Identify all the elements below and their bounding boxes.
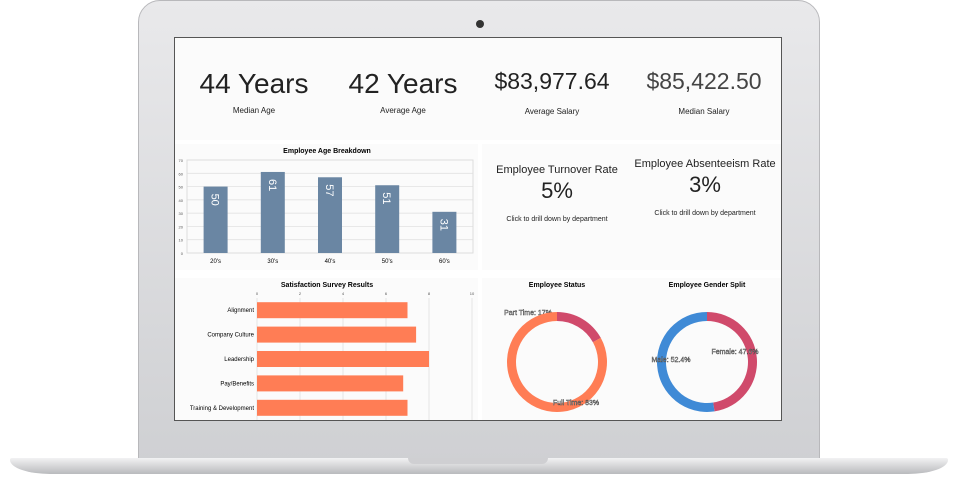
laptop-notch xyxy=(408,458,548,464)
bar xyxy=(257,302,408,319)
absenteeism-rate: Employee Absenteeism Rate 3% Click to dril… xyxy=(630,158,780,217)
y-category-label: Company Culture xyxy=(207,333,254,339)
bar-value-label: 50 xyxy=(209,194,221,206)
y-category-label: Leadership xyxy=(224,357,254,363)
kpi-value: 42 Years xyxy=(348,68,458,99)
kpi-panel: 44 Years Median Age 42 Years Average Age $… xyxy=(175,38,781,140)
gender-split-slice-label: Female: 47.6% xyxy=(711,349,758,356)
chart-title: Employee Gender Split xyxy=(669,282,746,289)
kpi-label: Median Age xyxy=(232,106,276,115)
x-tick-label: 6 xyxy=(385,291,388,296)
laptop-base xyxy=(10,458,948,474)
employee-status-slice-label: Full Time: 83% xyxy=(553,400,599,407)
y-tick-label: 0 xyxy=(181,251,184,256)
gender-split-slice xyxy=(656,312,715,412)
chart-title: Satisfaction Survey Results xyxy=(281,282,373,289)
bar-value-label: 57 xyxy=(323,184,335,196)
kpi-value: $83,977.64 xyxy=(494,68,610,94)
turnover-rate: Employee Turnover Rate 5% Click to drill d… xyxy=(482,164,632,223)
satisfaction-survey-chart: Satisfaction Survey Results 0 2 4 6 8 10 Alignm… xyxy=(190,282,475,420)
y-tick-label: 60 xyxy=(179,171,184,176)
kpi-label: Average Salary xyxy=(524,107,580,116)
x-tick-label: 4 xyxy=(342,291,345,296)
x-tick-label: 30's xyxy=(267,259,278,265)
drill-down-link[interactable]: Click to drill down by department xyxy=(506,216,608,223)
bar xyxy=(318,177,342,253)
x-tick-label: 20's xyxy=(210,259,221,265)
kpi-average-age: 42 Years Average Age xyxy=(328,68,478,115)
donut-panel: Employee Status Part Time: 17% Full Time: … xyxy=(482,278,781,420)
bar-value-label: 51 xyxy=(380,192,392,204)
dashboard-screen: 44 Years Median Age 42 Years Average Age $… xyxy=(174,37,782,421)
bar xyxy=(203,186,228,253)
camera xyxy=(476,20,484,28)
rate-value: 5% xyxy=(541,178,573,203)
x-tick-label: 50's xyxy=(382,259,393,265)
rates-panel: Employee Turnover Rate 5% Click to drill d… xyxy=(482,144,781,270)
y-category-label: Training & Development xyxy=(190,406,254,412)
bar xyxy=(257,326,417,343)
x-tick-label: 8 xyxy=(428,291,431,296)
bar-value-label: 31 xyxy=(437,219,449,231)
y-category-label: Pay/Benefits xyxy=(220,381,254,387)
x-tick-label: 0 xyxy=(256,291,259,296)
kpi-label: Average Age xyxy=(380,106,426,115)
chart-title: Employee Age Breakdown xyxy=(283,148,371,155)
rate-title: Employee Absenteeism Rate xyxy=(634,158,776,170)
rate-value: 3% xyxy=(689,172,721,197)
kpi-average-salary: $83,977.64 Average Salary xyxy=(477,68,627,116)
employee-status-slice-label: Part Time: 17% xyxy=(504,310,552,317)
kpi-value: 44 Years xyxy=(199,68,309,99)
bar xyxy=(260,171,285,253)
employee-status-slice xyxy=(557,312,601,343)
kpi-median-salary: $85,422.50 Median Salary xyxy=(629,68,779,116)
bar xyxy=(432,211,457,253)
y-tick-label: 10 xyxy=(179,238,184,243)
survey-chart-panel: Satisfaction Survey Results 0 2 4 6 8 10 Alignm… xyxy=(175,278,478,420)
gender-split-slice xyxy=(707,312,757,412)
x-tick-label: 40's xyxy=(325,259,336,265)
age-breakdown-chart: Employee Age Breakdown 0 10 20 30 40 50 60 70 50 2… xyxy=(179,148,474,265)
donut-charts: Employee Status Part Time: 17% Full Time: … xyxy=(504,282,759,412)
y-tick-label: 70 xyxy=(179,158,184,163)
bar xyxy=(257,375,404,392)
y-category-label: Alignment xyxy=(227,308,254,314)
y-tick-label: 50 xyxy=(179,185,184,190)
bar xyxy=(257,399,408,416)
kpi-label: Median Salary xyxy=(678,107,730,116)
chart-title: Employee Status xyxy=(529,282,586,289)
bar xyxy=(375,185,400,253)
kpi-value: $85,422.50 xyxy=(646,68,762,94)
kpi-median-age: 44 Years Median Age xyxy=(179,68,329,115)
x-tick-label: 10 xyxy=(470,291,475,296)
bar-value-label: 61 xyxy=(266,179,278,191)
x-tick-label: 2 xyxy=(299,291,302,296)
age-chart-panel: Employee Age Breakdown 0 10 20 30 40 50 60 70 50 2… xyxy=(175,144,478,270)
y-tick-label: 30 xyxy=(179,211,184,216)
y-tick-label: 40 xyxy=(179,198,184,203)
drill-down-link[interactable]: Click to drill down by department xyxy=(654,210,756,217)
rate-title: Employee Turnover Rate xyxy=(496,164,618,176)
y-tick-label: 20 xyxy=(179,224,184,229)
gender-split-slice-label: Male: 52.4% xyxy=(652,357,691,364)
x-tick-label: 60's xyxy=(439,259,450,265)
bar xyxy=(257,351,429,367)
